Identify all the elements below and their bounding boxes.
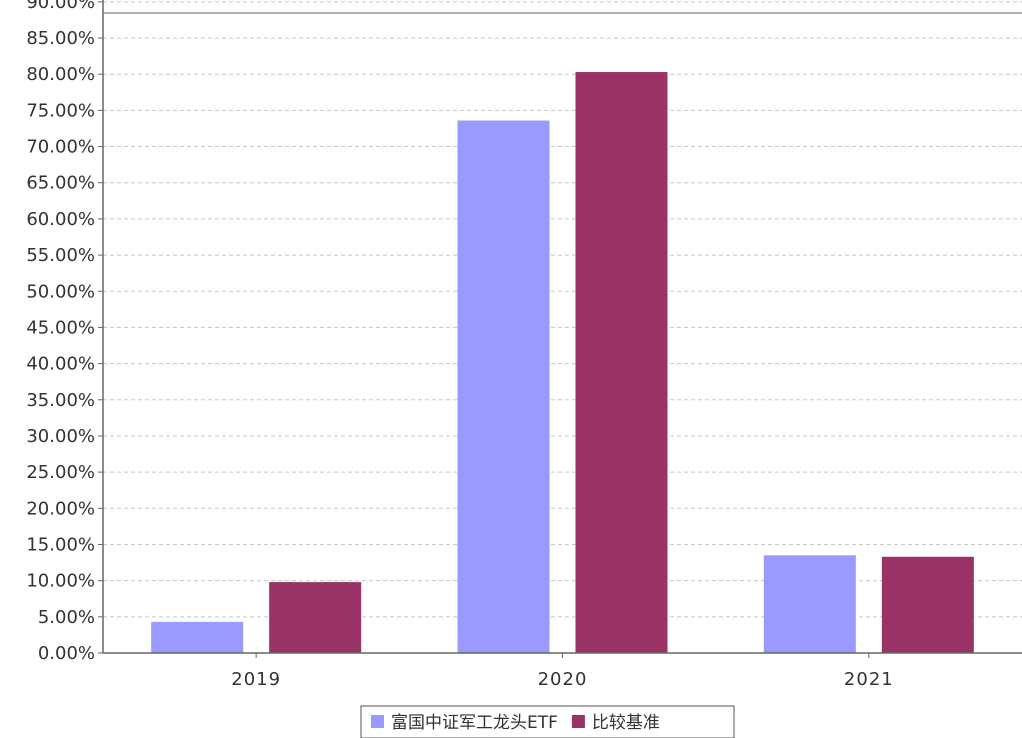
y-tick-label: 85.00%: [26, 28, 95, 49]
x-tick-label: 2021: [844, 669, 894, 690]
x-axis-ticks: 2019 2020 2021: [231, 653, 893, 690]
grid-lines: [103, 1, 1022, 618]
y-tick-label: 60.00%: [26, 209, 95, 230]
y-tick-label: 80.00%: [26, 64, 95, 85]
y-tick-label: 30.00%: [26, 426, 95, 447]
x-tick-label: 2019: [231, 669, 281, 690]
bar-fund-2019: [151, 621, 244, 653]
legend-swatch: [571, 715, 585, 728]
x-tick-label: 2020: [538, 669, 588, 690]
legend-swatch: [371, 715, 384, 728]
y-tick-label: 10.00%: [26, 571, 95, 592]
y-tick-label: 75.00%: [26, 100, 95, 121]
y-tick-label: 25.00%: [26, 462, 95, 483]
y-tick-label: 20.00%: [26, 498, 95, 519]
y-tick-label: 0.00%: [38, 643, 95, 664]
legend-label: 富国中证军工龙头ETF: [391, 713, 558, 733]
y-tick-label: 90.00%: [26, 0, 95, 13]
legend: 富国中证军工龙头ETF 比较基准: [360, 705, 735, 738]
bar-benchmark-2019: [269, 582, 362, 653]
legend-label: 比较基准: [592, 713, 660, 733]
bar-benchmark-2020: [575, 72, 668, 654]
bar-fund-2021: [763, 555, 856, 653]
bar-benchmark-2021: [881, 556, 974, 653]
y-tick-label: 35.00%: [26, 390, 95, 411]
y-tick-label: 65.00%: [26, 173, 95, 194]
legend-box: [360, 705, 735, 738]
axes: [102, 0, 1022, 654]
y-tick-label: 5.00%: [38, 607, 95, 628]
y-tick-label: 40.00%: [26, 354, 95, 375]
y-axis-ticks: 0.00% 5.00% 10.00% 15.00% 20.00% 25.00% 30.00%…: [26, 0, 103, 664]
bars: [151, 72, 974, 654]
y-tick-label: 55.00%: [26, 245, 95, 266]
y-tick-label: 70.00%: [26, 137, 95, 158]
bar-fund-2020: [457, 120, 550, 653]
y-tick-label: 15.00%: [26, 534, 95, 555]
y-tick-label: 45.00%: [26, 317, 95, 338]
y-tick-label: 50.00%: [26, 281, 95, 302]
